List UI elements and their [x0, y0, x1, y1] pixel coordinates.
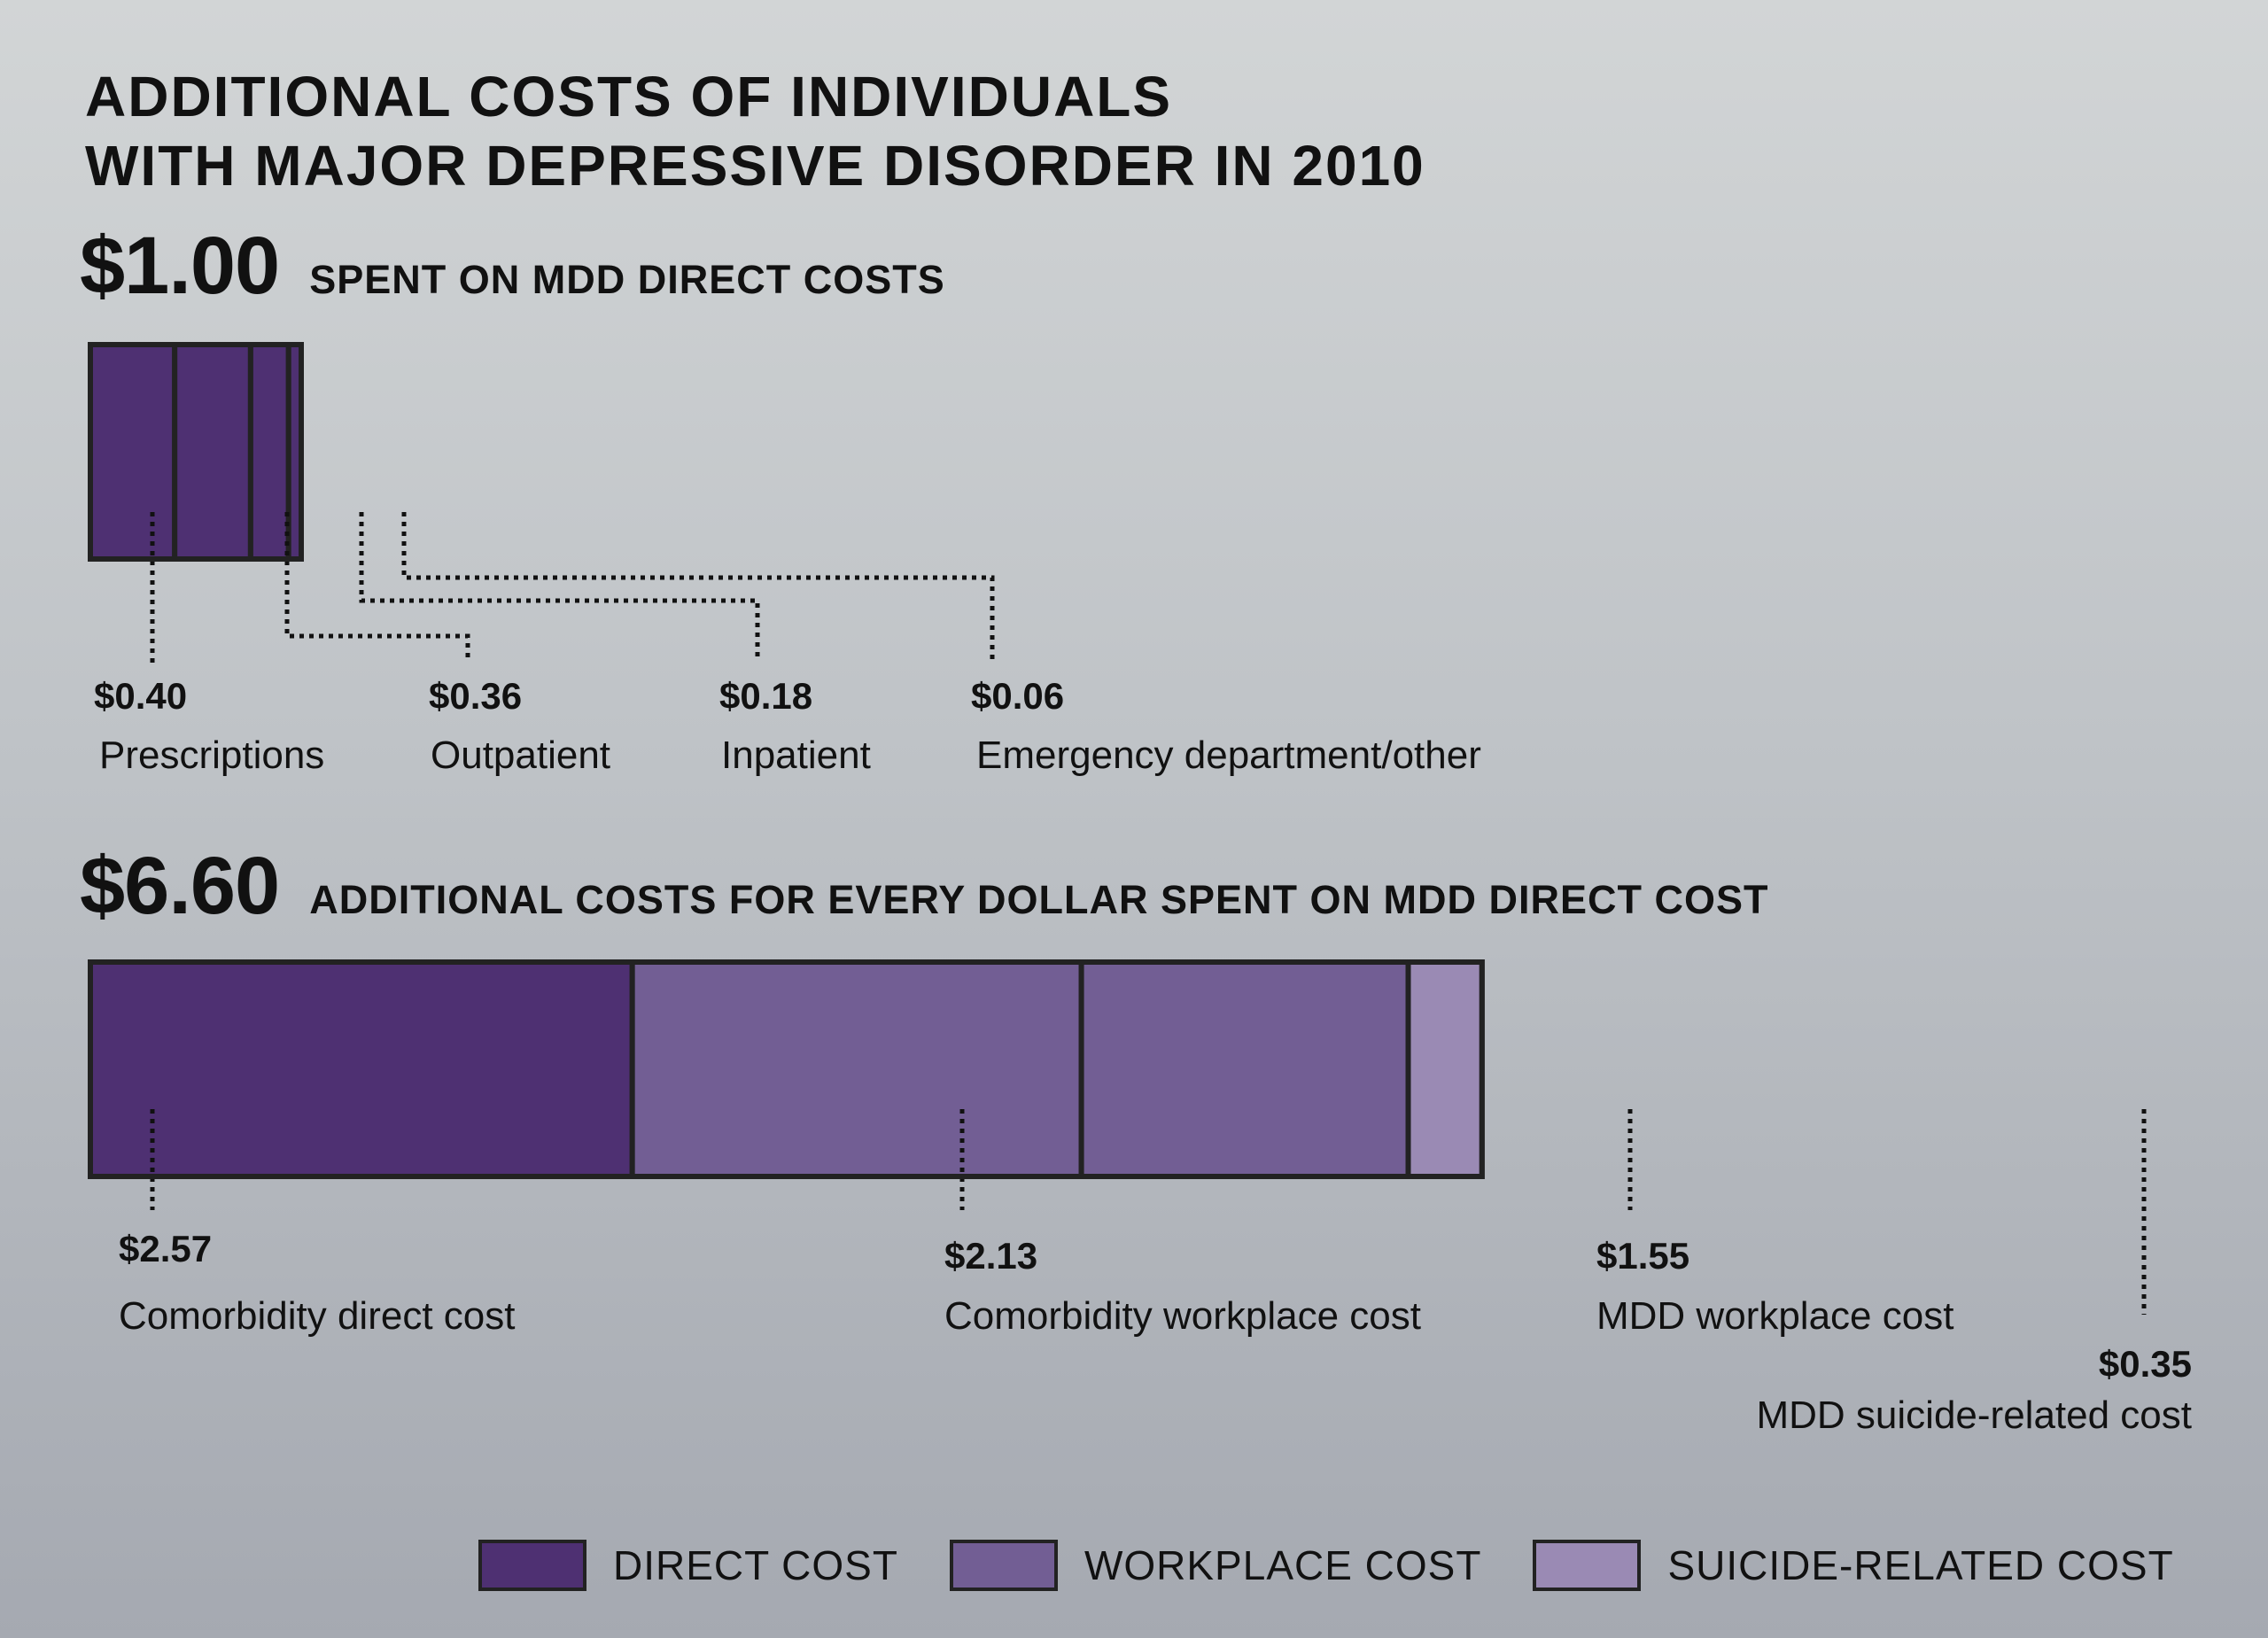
- legend-swatch-suicide: [1533, 1540, 1642, 1591]
- direct-cost-value-label: $0.40: [94, 675, 187, 717]
- additional-cost-value-label: $0.35: [2099, 1343, 2192, 1385]
- direct-cost-bar-outline: [88, 342, 304, 562]
- direct-cost-leader-line: [401, 512, 995, 660]
- direct-cost-value-label: $0.06: [971, 675, 1064, 717]
- additional-cost-amount: $6.60: [80, 841, 280, 931]
- additional-cost-bar-segment: [1405, 959, 1485, 1179]
- direct-cost-category-label: Outpatient: [431, 734, 610, 777]
- direct-cost-leader-line: [284, 512, 470, 660]
- direct-cost-category-label: Emergency department/other: [976, 734, 1481, 777]
- additional-cost-bar-outline: [88, 959, 1485, 1179]
- legend-label-direct: DIRECT COST: [613, 1542, 898, 1588]
- additional-cost-subtitle: ADDITIONAL COSTS FOR EVERY DOLLAR SPENT …: [309, 877, 1769, 922]
- legend-item-suicide: SUICIDE-RELATED COST: [1533, 1540, 2173, 1591]
- additional-cost-category-label: MDD suicide-related cost: [1757, 1393, 2193, 1437]
- direct-cost-bar-segment: [172, 342, 253, 562]
- title-line-1: ADDITIONAL COSTS OF INDIVIDUALS: [85, 65, 1173, 128]
- direct-cost-value-label: $0.36: [429, 675, 522, 717]
- direct-cost-leader-line: [359, 512, 760, 660]
- legend-label-workplace: WORKPLACE COST: [1084, 1542, 1482, 1588]
- direct-cost-bar-segment: [247, 342, 291, 562]
- additional-cost-heading: $6.60 ADDITIONAL COSTS FOR EVERY DOLLAR …: [80, 840, 1768, 933]
- additional-cost-value-label: $2.13: [944, 1235, 1037, 1277]
- additional-cost-value-label: $2.57: [119, 1228, 212, 1269]
- additional-cost-bar-segment: [629, 959, 1084, 1179]
- direct-cost-amount: $1.00: [80, 221, 280, 311]
- legend-item-workplace: WORKPLACE COST: [949, 1540, 1482, 1591]
- direct-cost-value-label: $0.18: [719, 675, 812, 717]
- additional-cost-value-label: $1.55: [1596, 1235, 1689, 1277]
- direct-cost-category-label: Prescriptions: [99, 734, 324, 777]
- direct-cost-category-label: Inpatient: [721, 734, 871, 777]
- legend-item-direct: DIRECT COST: [478, 1540, 898, 1591]
- legend: DIRECT COST WORKPLACE COST SUICIDE-RELAT…: [478, 1540, 2174, 1591]
- additional-cost-category-label: Comorbidity workplace cost: [944, 1294, 1421, 1338]
- additional-cost-category-label: MDD workplace cost: [1596, 1294, 1953, 1338]
- legend-swatch-workplace: [949, 1540, 1058, 1591]
- additional-cost-bar-segment: [88, 959, 635, 1179]
- title-line-2: WITH MAJOR DEPRESSIVE DISORDER IN 2010: [85, 134, 1425, 198]
- direct-cost-subtitle: SPENT ON MDD DIRECT COSTS: [309, 257, 945, 302]
- legend-swatch-direct: [478, 1540, 586, 1591]
- additional-cost-bar-segment: [1078, 959, 1411, 1179]
- direct-cost-heading: $1.00 SPENT ON MDD DIRECT COSTS: [80, 220, 945, 313]
- additional-cost-category-label: Comorbidity direct cost: [119, 1294, 515, 1338]
- direct-cost-bar-segment: [88, 342, 178, 562]
- chart-title: ADDITIONAL COSTS OF INDIVIDUALS WITH MAJ…: [85, 62, 1425, 200]
- legend-label-suicide: SUICIDE-RELATED COST: [1667, 1542, 2174, 1588]
